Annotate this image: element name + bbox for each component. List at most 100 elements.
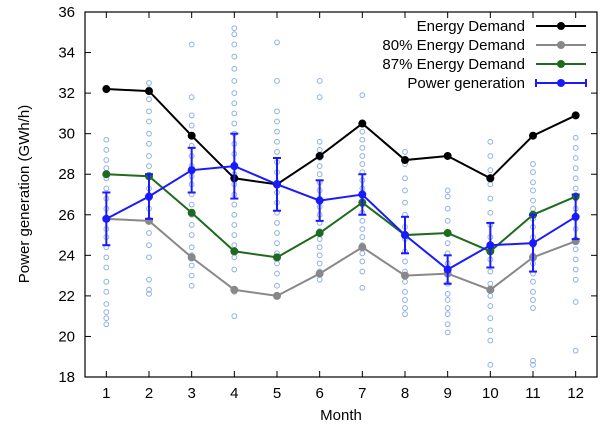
y-tick-label: 18 <box>58 369 75 386</box>
scatter-point <box>274 78 280 84</box>
x-tick-label: 6 <box>315 385 323 402</box>
scatter-point <box>231 313 238 320</box>
x-axis-title: Month <box>320 407 362 424</box>
series-point <box>358 190 367 199</box>
scatter-point <box>572 175 579 182</box>
series-point <box>273 180 281 189</box>
scatter-point <box>359 217 366 224</box>
scatter-point <box>231 110 238 117</box>
y-tick-label: 30 <box>58 126 75 143</box>
scatter-point <box>572 165 579 172</box>
scatter-point <box>231 222 238 228</box>
series-point <box>315 229 324 238</box>
scatter-point <box>188 112 195 119</box>
series-line <box>106 217 577 297</box>
x-tick-label: 9 <box>443 385 451 402</box>
plot-frame <box>84 11 598 378</box>
series-point <box>230 285 239 294</box>
scatter-point <box>487 337 494 344</box>
scatter-point <box>103 146 110 153</box>
scatter-point <box>103 315 110 322</box>
scatter-point <box>487 280 494 287</box>
scatter-point <box>402 288 408 295</box>
scatter-point <box>231 65 238 72</box>
scatter-point <box>530 197 536 204</box>
x-tick-label: 4 <box>230 385 238 402</box>
series-point <box>571 111 580 120</box>
scatter-point <box>530 278 536 285</box>
scatter-point <box>530 169 536 176</box>
series-point <box>273 253 281 262</box>
legend-label: 80% Energy Demand <box>382 37 525 54</box>
scatter-point <box>274 282 280 289</box>
x-tick-label: 12 <box>567 385 584 402</box>
scatter-point <box>188 41 195 48</box>
series-point <box>571 212 580 221</box>
series-point <box>102 170 111 179</box>
scatter-point <box>274 108 280 115</box>
series-point <box>145 192 153 201</box>
scatter-point <box>572 185 579 192</box>
x-tick-label: 11 <box>525 385 541 402</box>
scatter-point <box>274 219 280 226</box>
scatter-point <box>402 305 408 311</box>
scatter-point <box>444 290 451 297</box>
scatter-point <box>530 305 536 311</box>
series-point <box>102 85 111 94</box>
scatter-point <box>487 327 494 334</box>
scatter-point <box>316 252 323 259</box>
scatter-point <box>402 199 408 206</box>
scatter-point <box>487 138 494 145</box>
x-tick-label: 7 <box>358 385 366 402</box>
scatter-point <box>146 96 152 103</box>
scatter-point <box>231 31 238 38</box>
series-point <box>529 131 537 140</box>
scatter-point <box>188 94 195 101</box>
scatter-point <box>188 222 195 228</box>
scatter-point <box>359 144 366 151</box>
scatter-point <box>274 39 280 46</box>
legend-marker <box>557 41 565 49</box>
y-tick-label: 28 <box>58 166 75 183</box>
x-tick-label: 1 <box>102 385 110 402</box>
scatter-point <box>231 120 238 127</box>
scatter-point <box>231 254 238 261</box>
scatter-point <box>146 118 152 125</box>
scatter-point <box>274 149 280 155</box>
scatter-point <box>487 167 494 174</box>
scatter-point <box>359 161 366 167</box>
series-point <box>486 174 495 183</box>
series-point <box>145 87 153 96</box>
scatter-point <box>231 242 238 249</box>
series-point <box>443 229 452 238</box>
series-point <box>187 166 196 175</box>
scatter-point <box>188 272 195 279</box>
series-point <box>401 271 409 280</box>
scatter-point <box>231 232 238 238</box>
scatter-point <box>146 108 152 115</box>
series-line <box>106 88 577 186</box>
scatter-point <box>146 286 152 293</box>
scatter-point <box>316 163 323 170</box>
scatter-point <box>188 244 195 251</box>
series-point <box>315 269 324 278</box>
scatter-point <box>188 201 195 208</box>
scatter-point <box>103 321 110 328</box>
scatter-point <box>231 266 238 273</box>
scatter-point <box>530 297 536 303</box>
scatter-point <box>316 236 323 243</box>
scatter-point <box>402 311 408 318</box>
series-point <box>102 214 111 223</box>
legend-label: 87% Energy Demand <box>382 56 525 73</box>
scatter-point <box>231 41 238 48</box>
scatter-point <box>316 146 323 153</box>
scatter-point <box>402 278 408 285</box>
scatter-point <box>444 329 451 336</box>
scatter-point <box>359 284 366 291</box>
scatter-point <box>487 181 494 188</box>
scatter-point <box>316 138 323 145</box>
y-axis-title: Power generation (GWh/h) <box>16 105 33 283</box>
scatter-point <box>444 205 451 212</box>
